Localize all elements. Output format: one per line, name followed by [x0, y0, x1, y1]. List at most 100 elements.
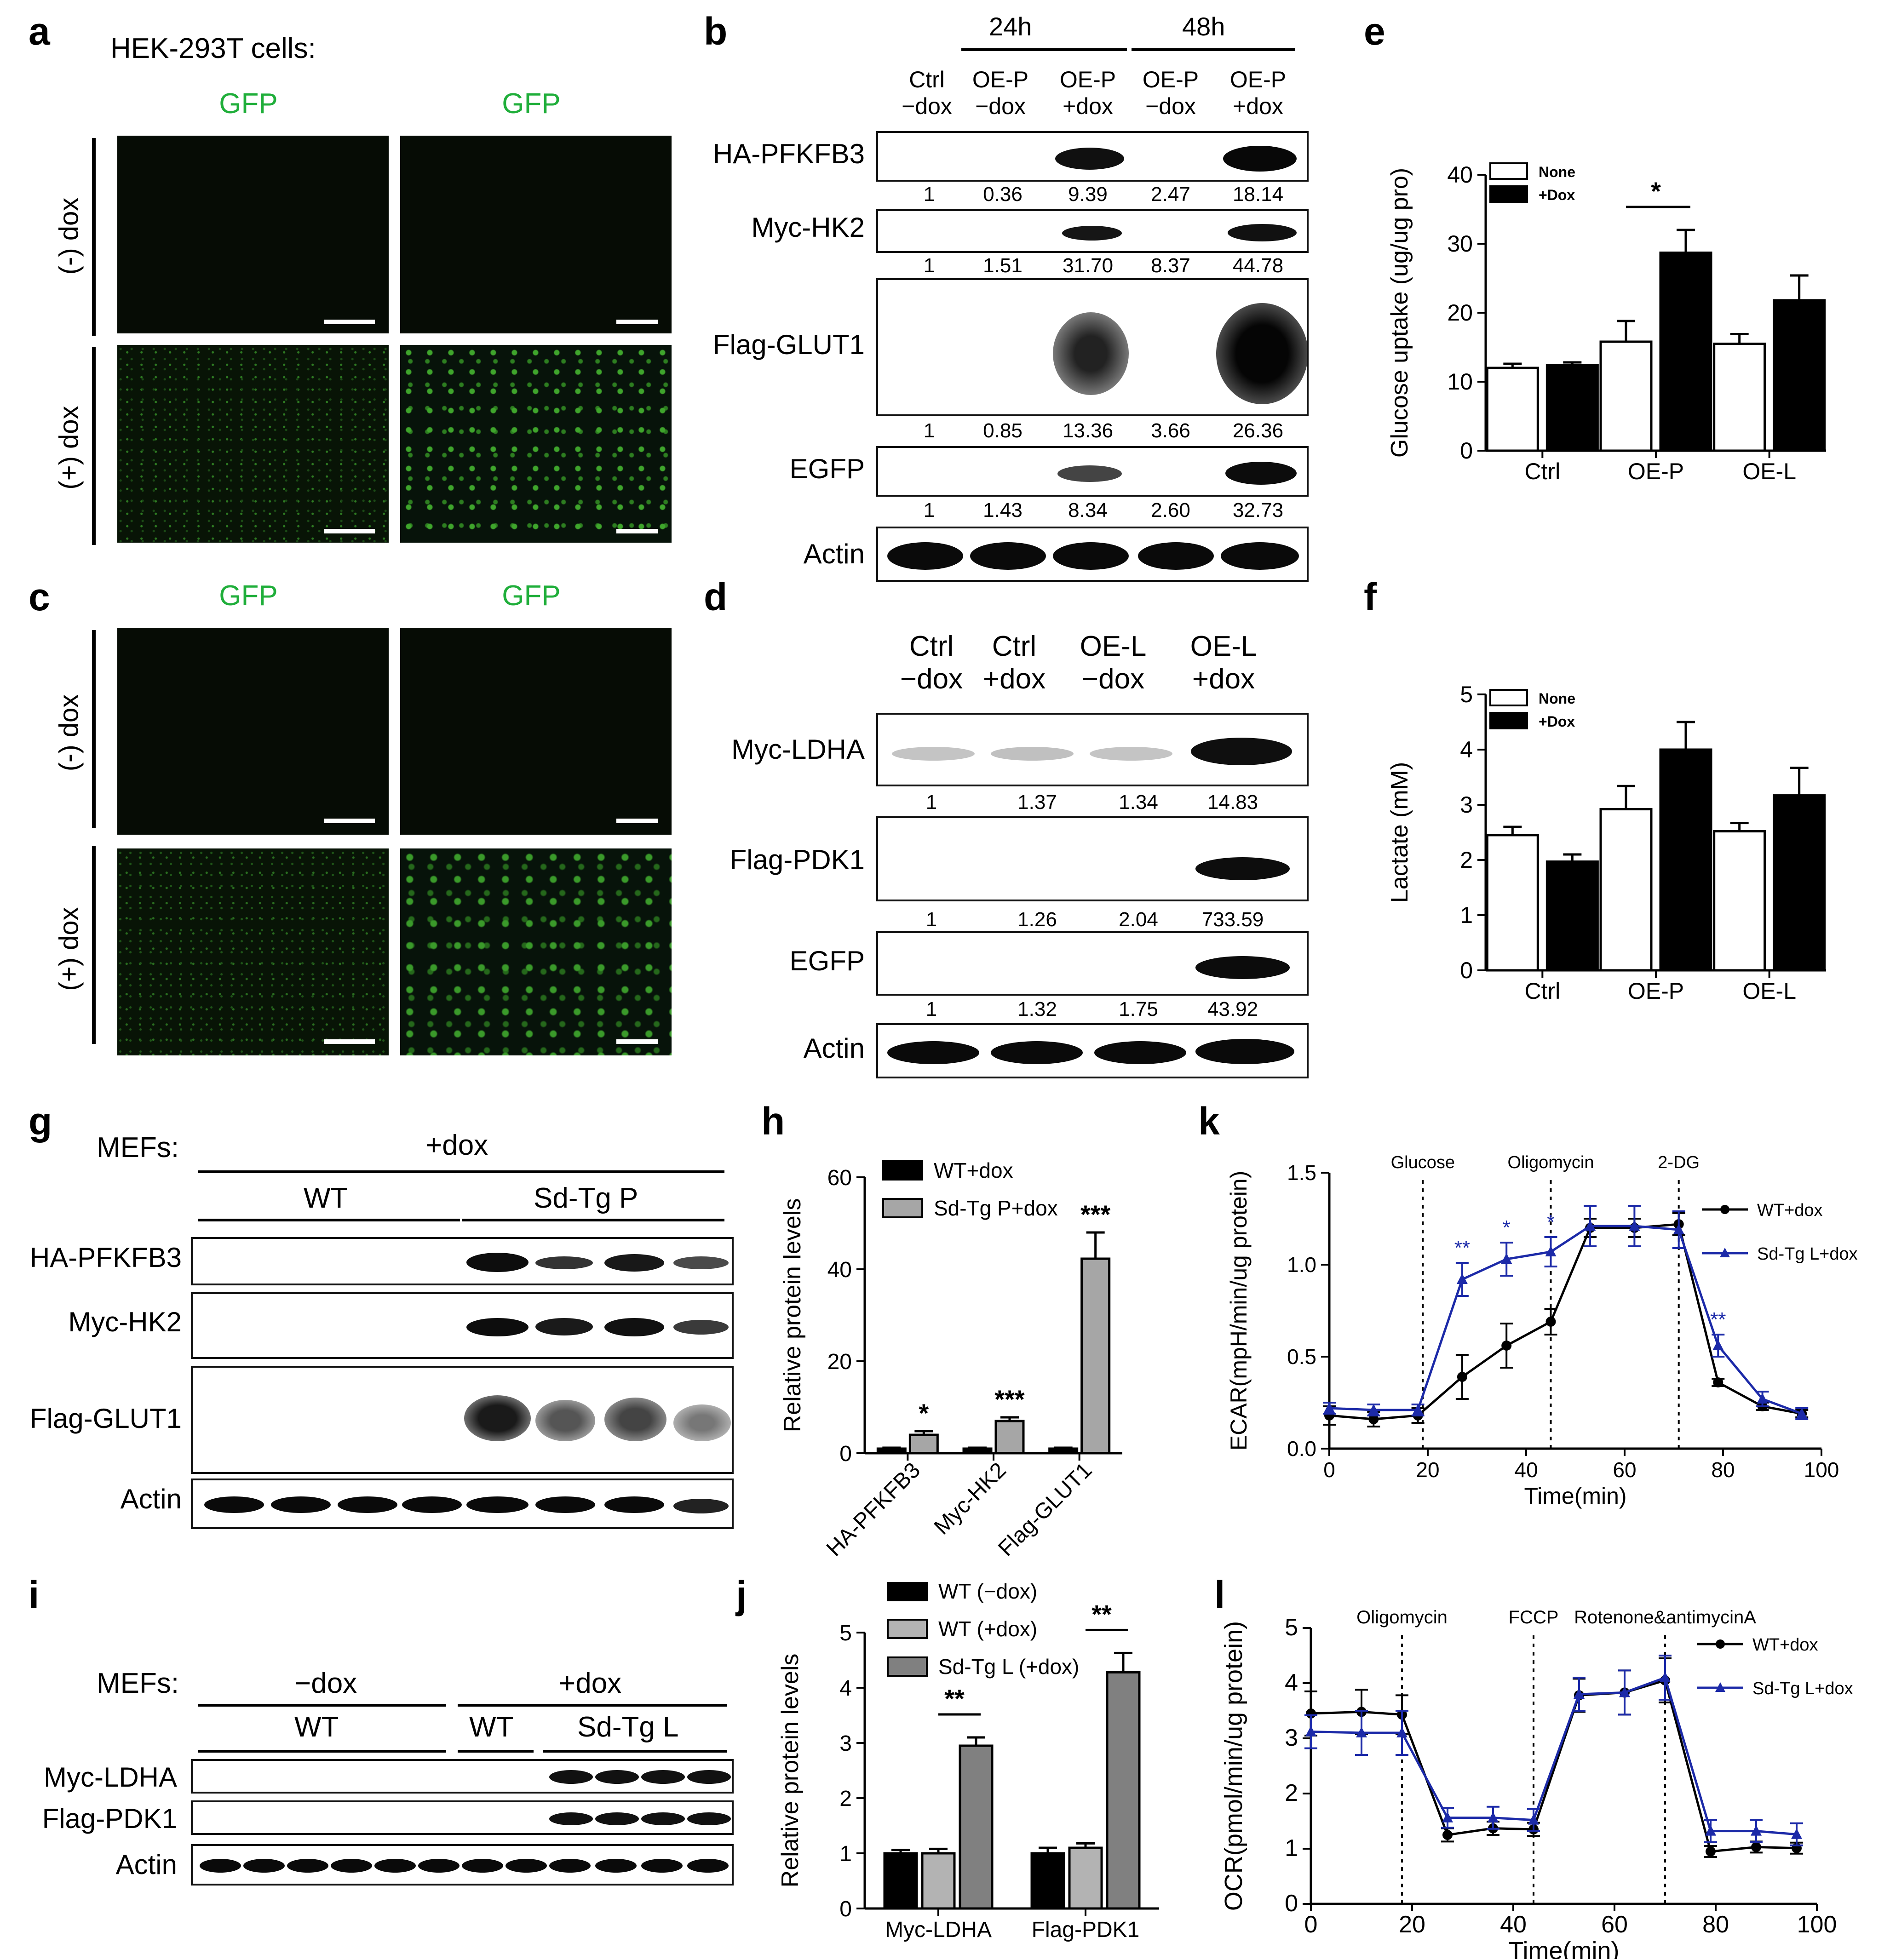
lane-header: Ctrl −dox	[900, 630, 963, 695]
legend-label: Sd-Tg P+dox	[934, 1196, 1058, 1220]
panel-letter-c: c	[29, 575, 50, 619]
data-point	[1368, 1414, 1379, 1424]
quant-value: 8.34	[1068, 499, 1108, 522]
x-tick-label: 80	[1702, 1911, 1729, 1938]
panel-letter-i: i	[29, 1573, 40, 1616]
quant-value: 2.04	[1119, 908, 1158, 931]
micrograph-a-pos-2	[400, 345, 672, 543]
data-point	[1545, 1246, 1557, 1256]
quant-value: 18.14	[1232, 183, 1284, 206]
bar	[1486, 367, 1539, 452]
legend-label: WT (+dox)	[938, 1617, 1037, 1641]
data-point	[1705, 1825, 1716, 1836]
quant-value: 1	[923, 183, 935, 206]
bar	[1486, 834, 1539, 972]
quant-value: 44.78	[1232, 254, 1284, 277]
legend-label: +Dox	[1539, 713, 1575, 730]
quant-value: 1.43	[983, 499, 1023, 522]
quant-value: 1.34	[1119, 791, 1158, 814]
gfp-title-3: GFP	[219, 580, 278, 612]
significance-mark: **	[1710, 1308, 1726, 1331]
blot-label: Actin	[120, 1484, 182, 1514]
group-line	[198, 1704, 446, 1707]
injection-label: FCCP	[1509, 1607, 1559, 1628]
x-tick-label: 60	[1601, 1911, 1628, 1938]
blot-label: Actin	[803, 1033, 865, 1064]
blot-label: Actin	[115, 1849, 177, 1880]
group-label-sdtgl: Sd-Tg L	[577, 1711, 679, 1743]
data-point	[1713, 1377, 1723, 1387]
y-tick-label: 1.5	[1287, 1161, 1316, 1185]
x-tick-label: 0	[1323, 1458, 1335, 1482]
series-line	[1310, 1676, 1797, 1836]
lane-header: Ctrl +dox	[982, 630, 1046, 695]
y-tick-label: 40	[827, 1258, 852, 1282]
legend-label: +Dox	[1539, 187, 1575, 203]
significance-mark: *	[1651, 177, 1661, 206]
blot-g-ha-pfkfb3	[191, 1237, 734, 1285]
time-group-48h: 48h	[1182, 12, 1225, 41]
quant-value: 1.51	[983, 254, 1023, 277]
row-label-plus-dox: (+) dox	[54, 406, 84, 490]
panel-letter-e: e	[1364, 10, 1385, 53]
y-tick-label: 4	[839, 1676, 852, 1701]
bar	[1659, 252, 1712, 452]
x-tick-label: Flag-PDK1	[1032, 1918, 1140, 1942]
series-line	[1310, 1679, 1797, 1853]
y-axis-label: Relative protein levels	[777, 1654, 804, 1888]
legend-swatch	[887, 1582, 928, 1601]
gfp-title-2: GFP	[502, 88, 561, 120]
data-point	[1412, 1404, 1424, 1415]
legend-label: Sd-Tg L+dox	[1752, 1679, 1853, 1698]
group-label-wt: WT	[304, 1182, 348, 1214]
data-point	[1619, 1686, 1630, 1697]
micrograph-c-pos-1	[117, 848, 389, 1055]
legend-swatch	[887, 1656, 928, 1677]
micrograph-a-neg-2	[400, 136, 672, 333]
y-axis-label: Relative protein levels	[779, 1198, 806, 1433]
data-point	[1629, 1220, 1640, 1231]
micrograph-a-pos-1	[117, 345, 389, 543]
group-line	[198, 1750, 446, 1753]
data-point	[1457, 1372, 1467, 1382]
y-tick-label: 5	[1460, 682, 1473, 707]
x-tick-label: 20	[1399, 1911, 1425, 1938]
blot-ha-pfkfb3	[876, 131, 1309, 182]
row-label-minus-dox: (-) dox	[54, 197, 84, 275]
panel-letter-f: f	[1364, 575, 1377, 619]
time-group-line	[961, 48, 1127, 51]
bar	[921, 1852, 956, 1910]
x-tick-label: 80	[1711, 1458, 1735, 1482]
bar	[1080, 1257, 1111, 1455]
quant-value: 1	[925, 998, 937, 1020]
time-group-line	[1132, 48, 1295, 51]
x-axis-label: Time(min)	[1524, 1483, 1626, 1509]
data-point	[1751, 1825, 1762, 1836]
blot-actin-d	[876, 1023, 1309, 1078]
bar	[959, 1744, 994, 1910]
x-tick-label: OE-P	[1628, 978, 1684, 1004]
time-group-24h: 24h	[989, 12, 1032, 41]
quant-value: 1	[923, 499, 935, 522]
legend-label: WT+dox	[1757, 1201, 1823, 1220]
quant-value: 26.36	[1232, 419, 1284, 442]
y-tick-label: 4	[1460, 737, 1473, 762]
quant-value: 32.73	[1232, 499, 1284, 522]
bar	[876, 1447, 907, 1455]
bar	[1659, 748, 1712, 972]
x-tick-label: 100	[1797, 1911, 1837, 1938]
y-tick-label: 3	[839, 1731, 852, 1756]
row-label-plus-dox-c: (+) dox	[54, 907, 84, 991]
data-point	[1501, 1253, 1512, 1264]
y-tick-label: 5	[839, 1621, 852, 1645]
quant-value: 13.36	[1062, 419, 1114, 442]
group-line	[458, 1704, 727, 1707]
legend-swatch	[887, 1619, 928, 1639]
blot-flag-pdk1	[876, 816, 1309, 901]
y-tick-label: 2	[839, 1787, 852, 1811]
legend-label: WT+dox	[1752, 1635, 1818, 1655]
group-line	[458, 1750, 534, 1753]
y-tick-label: 0.0	[1287, 1437, 1316, 1461]
y-tick-label: 20	[827, 1350, 852, 1374]
lane-header: OE-L +dox	[1190, 630, 1257, 695]
